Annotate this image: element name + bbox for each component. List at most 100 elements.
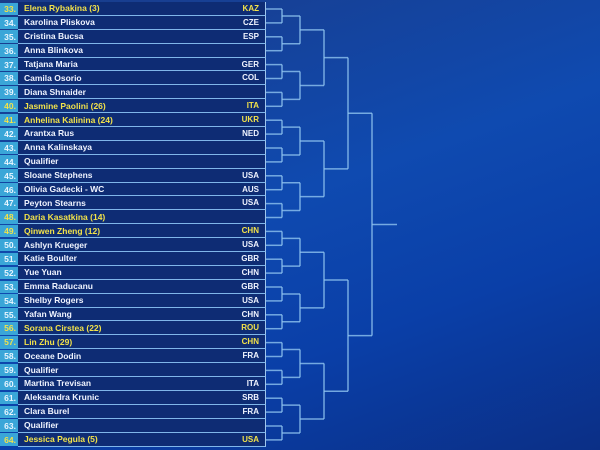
draw-position: 49. [0, 224, 18, 238]
draw-list: 33. Elena Rybakina (3) KAZ 34. Karolina Pl… [0, 2, 266, 447]
draw-position: 36. [0, 44, 18, 57]
player-country: COL [242, 73, 259, 83]
draw-row: 43. Anna Kalinskaya [0, 140, 266, 155]
player-panel: Tatjana Maria GER [18, 57, 266, 72]
player-panel: Yue Yuan CHN [18, 265, 266, 280]
player-country: NED [242, 128, 259, 138]
player-panel: Cristina Bucsa ESP [18, 29, 266, 44]
player-panel: Jessica Pegula (5) USA [18, 432, 266, 447]
draw-row: 60. Martina Trevisan ITA [0, 377, 266, 391]
player-panel: Emma Raducanu GBR [18, 279, 266, 294]
player-name: Clara Burel [24, 406, 70, 417]
player-panel: Anna Kalinskaya [18, 140, 266, 155]
player-country: AUS [242, 184, 259, 194]
draw-position: 37. [0, 58, 18, 71]
player-country: ITA [246, 378, 259, 388]
player-name: Olivia Gadecki - WC [24, 184, 105, 195]
draw-position: 35. [0, 30, 18, 43]
draw-row: 42. Arantxa Rus NED [0, 127, 266, 141]
player-name: Anhelina Kalinina (24) [24, 114, 113, 125]
draw-row: 39. Diana Shnaider [0, 85, 266, 100]
draw-row: 52. Yue Yuan CHN [0, 265, 266, 280]
draw-position: 42. [0, 127, 18, 141]
draw-position: 56. [0, 322, 18, 335]
player-panel: Sorana Cirstea (22) ROU [18, 321, 266, 336]
player-panel: Karolina Pliskova CZE [18, 15, 266, 30]
draw-position: 63. [0, 419, 18, 432]
player-panel: Diana Shnaider [18, 85, 266, 100]
player-panel: Elena Rybakina (3) KAZ [18, 2, 266, 16]
player-country: KAZ [242, 3, 259, 13]
draw-position: 44. [0, 155, 18, 168]
player-panel: Jasmine Paolini (26) ITA [18, 99, 266, 114]
player-name: Karolina Pliskova [24, 17, 95, 28]
player-panel: Daria Kasatkina (14) [18, 210, 266, 225]
player-panel: Qualifier [18, 154, 266, 169]
player-name: Qualifier [24, 364, 59, 375]
player-panel: Shelby Rogers USA [18, 293, 266, 308]
player-panel: Sloane Stephens USA [18, 168, 266, 183]
player-country: ITA [246, 101, 259, 111]
player-name: Diana Shnaider [24, 86, 86, 97]
draw-row: 41. Anhelina Kalinina (24) UKR [0, 113, 266, 128]
draw-position: 34. [0, 16, 18, 30]
player-name: Ashlyn Krueger [24, 239, 88, 250]
player-panel: Qualifier [18, 363, 266, 378]
player-panel: Lin Zhu (29) CHN [18, 335, 266, 350]
player-country: CZE [243, 17, 259, 27]
draw-position: 61. [0, 391, 18, 405]
player-name: Lin Zhu (29) [24, 336, 73, 347]
draw-position: 41. [0, 113, 18, 127]
player-panel: Anna Blinkova [18, 43, 266, 58]
player-country: CHN [241, 309, 259, 319]
draw-row: 50. Ashlyn Krueger USA [0, 238, 266, 253]
draw-position: 54. [0, 294, 18, 307]
player-country: ESP [242, 31, 259, 41]
player-country: USA [242, 240, 259, 250]
player-country: CHN [241, 337, 259, 347]
draw-position: 43. [0, 141, 18, 155]
draw-row: 47. Peyton Stearns USA [0, 196, 266, 211]
draw-row: 54. Shelby Rogers USA [0, 293, 266, 308]
player-name: Jessica Pegula (5) [24, 434, 98, 445]
player-name: Qinwen Zheng (12) [24, 225, 101, 236]
player-country: UKR [241, 115, 259, 125]
draw-row: 33. Elena Rybakina (3) KAZ [0, 2, 266, 16]
draw-row: 35. Cristina Bucsa ESP [0, 29, 266, 44]
draw-row: 53. Emma Raducanu GBR [0, 279, 266, 294]
draw-position: 64. [0, 433, 18, 446]
draw-row: 44. Qualifier [0, 154, 266, 169]
player-name: Yafan Wang [24, 309, 72, 320]
player-name: Arantxa Rus [24, 128, 75, 139]
draw-row: 46. Olivia Gadecki - WC AUS [0, 182, 266, 197]
player-name: Peyton Stearns [24, 197, 86, 208]
player-country: GER [241, 59, 259, 69]
player-name: Qualifier [24, 156, 59, 167]
player-country: FRA [242, 406, 259, 416]
draw-position: 50. [0, 238, 18, 252]
player-country: CHN [241, 226, 259, 236]
draw-row: 40. Jasmine Paolini (26) ITA [0, 99, 266, 114]
draw-row: 63. Qualifier [0, 418, 266, 433]
draw-position: 46. [0, 183, 18, 196]
player-panel: Martina Trevisan ITA [18, 377, 266, 391]
player-country: USA [242, 434, 259, 444]
draw-row: 36. Anna Blinkova [0, 43, 266, 58]
draw-position: 57. [0, 336, 18, 349]
player-panel: Camila Osorio COL [18, 71, 266, 86]
draw-row: 57. Lin Zhu (29) CHN [0, 335, 266, 350]
draw-row: 56. Sorana Cirstea (22) ROU [0, 321, 266, 336]
player-name: Daria Kasatkina (14) [24, 211, 106, 222]
draw-position: 40. [0, 99, 18, 113]
player-panel: Peyton Stearns USA [18, 196, 266, 211]
player-panel: Qualifier [18, 418, 266, 433]
player-panel: Anhelina Kalinina (24) UKR [18, 113, 266, 128]
draw-row: 34. Karolina Pliskova CZE [0, 15, 266, 30]
draw-position: 60. [0, 377, 18, 391]
player-name: Emma Raducanu [24, 281, 93, 292]
player-name: Cristina Bucsa [24, 31, 84, 42]
player-panel: Katie Boulter GBR [18, 252, 266, 266]
draw-row: 55. Yafan Wang CHN [0, 307, 266, 322]
player-country: CHN [241, 267, 259, 277]
